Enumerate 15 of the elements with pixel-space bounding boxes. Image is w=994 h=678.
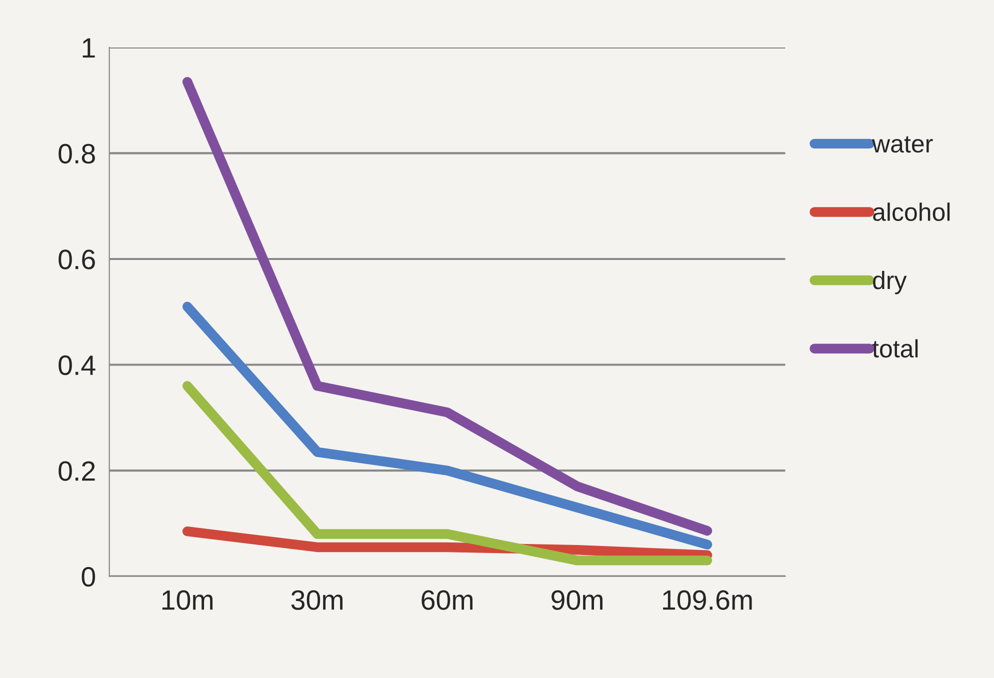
legend-label: alcohol — [873, 202, 950, 221]
y-tick-label: 0.8 — [58, 144, 95, 164]
y-tick-label: 0.2 — [58, 461, 95, 481]
legend-label: total — [872, 339, 918, 358]
x-tick-label: 109.6m — [663, 590, 752, 610]
y-tick-label: 0.4 — [58, 355, 96, 376]
y-tick-label: 0 — [82, 566, 96, 587]
x-tick-label: 30m — [291, 590, 343, 610]
x-tick-label: 90m — [552, 590, 602, 610]
legend-label: water — [872, 136, 933, 153]
x-tick-label: 10m — [162, 590, 213, 610]
x-tick-label: 60m — [422, 590, 472, 610]
y-tick-label: 0.6 — [58, 250, 95, 270]
legend-label: dry — [873, 270, 907, 294]
y-tick-label: 1 — [82, 38, 95, 58]
